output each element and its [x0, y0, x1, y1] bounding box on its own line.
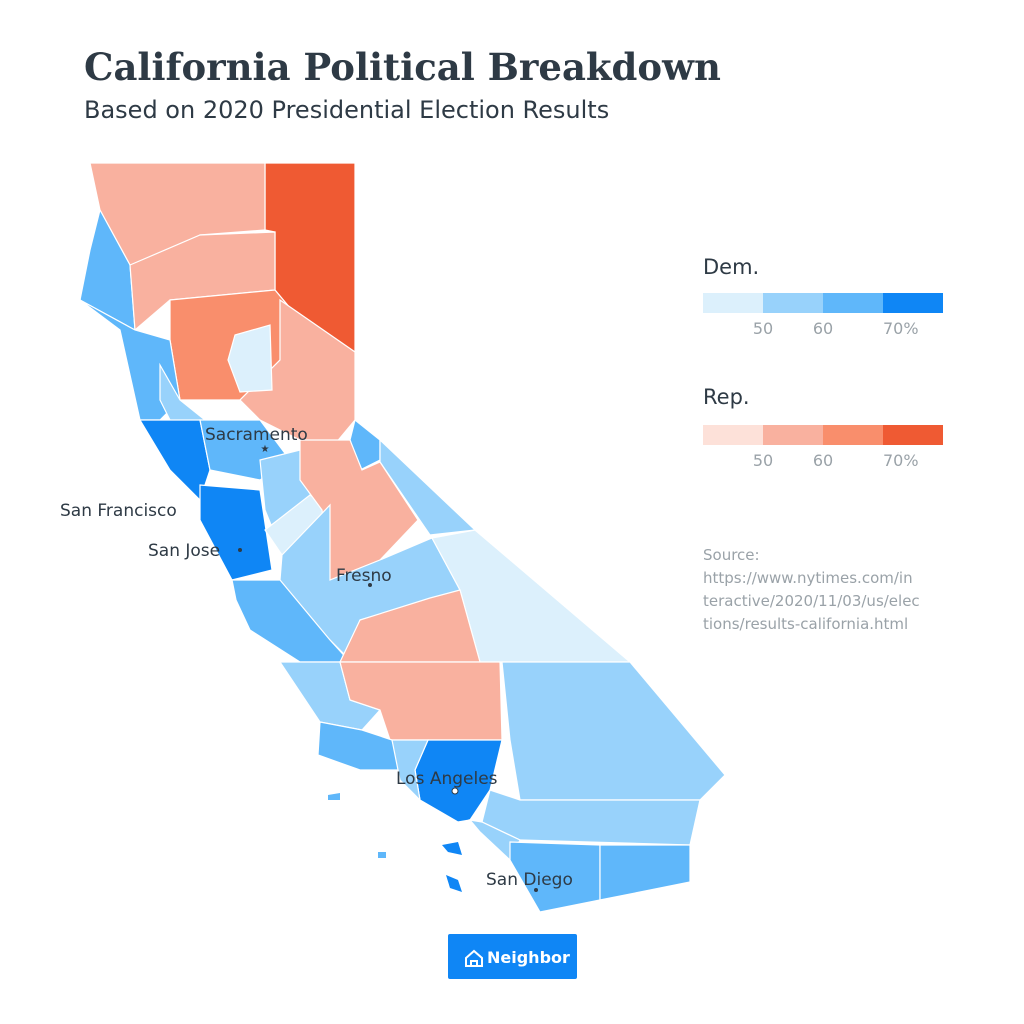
legend-title: Dem. [703, 255, 759, 279]
city-label: Sacramento [205, 425, 308, 445]
capital-star: ★ [261, 444, 270, 455]
subtitle: Based on 2020 Presidential Election Resu… [84, 96, 609, 124]
legend-swatch [703, 293, 763, 313]
city-dot [368, 583, 372, 587]
city-dots: ★ [238, 444, 538, 892]
counties [79, 162, 726, 913]
legend-swatch [763, 425, 823, 445]
source-line: https://www.nytimes.com/in [703, 569, 913, 587]
legend-title: Rep. [703, 385, 750, 409]
source: Source: https://www.nytimes.com/in terac… [703, 546, 920, 633]
city-label: San Francisco [60, 501, 177, 521]
legend-tick-label: 60 [813, 451, 833, 470]
legend-swatch [703, 425, 763, 445]
legend-tick-label: 50 [753, 451, 773, 470]
island [378, 852, 386, 858]
legend-tick-label: 70% [883, 451, 919, 470]
island [446, 875, 462, 892]
brand-icon [465, 949, 483, 967]
city-label: San Jose [148, 541, 220, 561]
city-dot [451, 787, 459, 795]
source-line: tions/results-california.html [703, 615, 908, 633]
legend-swatch [883, 293, 943, 313]
brand-name: Neighbor [487, 948, 570, 967]
title: California Political Breakdown [84, 45, 721, 89]
brand-badge[interactable] [448, 934, 577, 979]
county [199, 484, 273, 581]
island [328, 793, 340, 800]
legend-swatch [823, 293, 883, 313]
county [339, 589, 481, 663]
source-line: Source: [703, 546, 760, 564]
legend-swatch [763, 293, 823, 313]
county [391, 739, 429, 802]
city-dot [238, 548, 242, 552]
city-dot [534, 888, 538, 892]
county [501, 661, 726, 801]
legend-swatch [823, 425, 883, 445]
legend-tick-label: 70% [883, 319, 919, 338]
city-label: Los Angeles [396, 769, 498, 789]
source-line: teractive/2020/11/03/us/elec [703, 592, 920, 610]
city-label: San Diego [486, 870, 573, 890]
island [442, 842, 462, 855]
legend: Dem. 50 60 70% Rep. 50 60 70% [703, 255, 943, 470]
legend-swatch [883, 425, 943, 445]
legend-tick-label: 60 [813, 319, 833, 338]
county [599, 844, 691, 901]
legend-tick-label: 50 [753, 319, 773, 338]
city-label: Fresno [336, 566, 392, 586]
county [379, 438, 477, 536]
county [227, 324, 273, 393]
county [509, 841, 601, 913]
